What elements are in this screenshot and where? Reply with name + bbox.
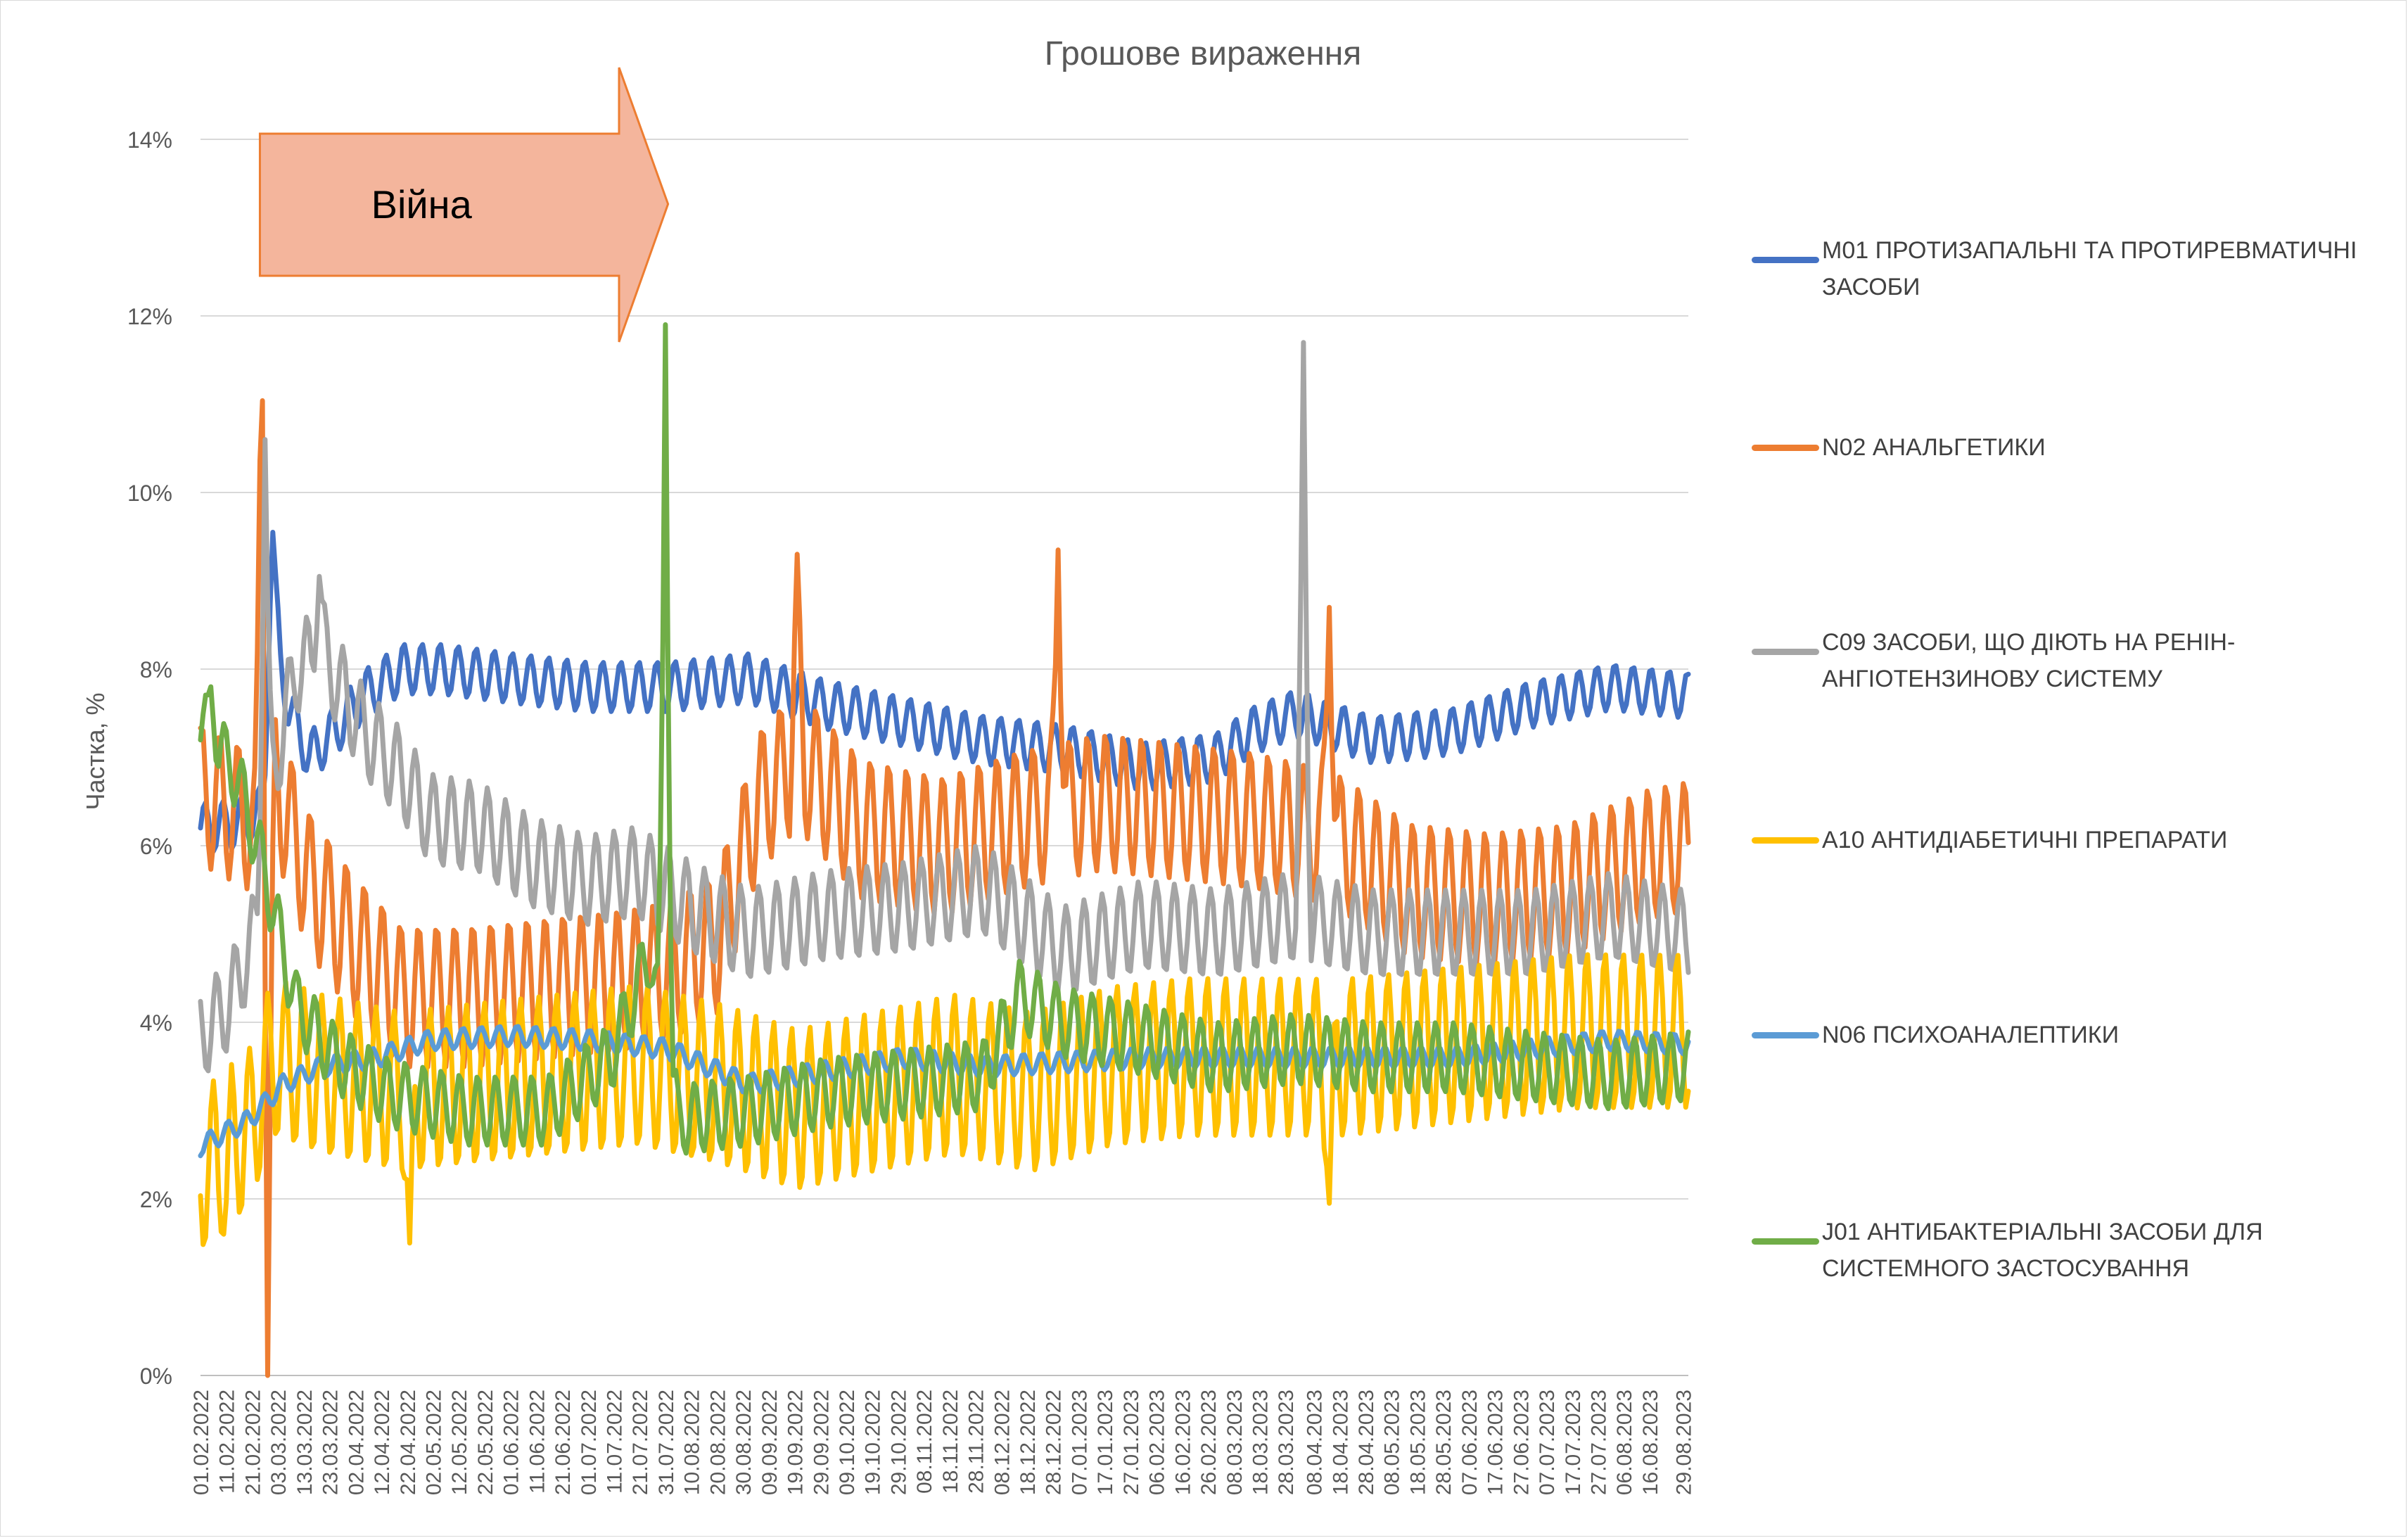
x-tick-label: 18.12.2022	[1017, 1390, 1040, 1495]
x-tick-label: 18.03.2023	[1249, 1390, 1272, 1495]
x-tick-label: 29.08.2023	[1673, 1390, 1696, 1495]
x-tick-label: 17.07.2023	[1562, 1390, 1585, 1495]
x-tick-label: 12.05.2022	[448, 1390, 471, 1495]
chart-title: Грошове вираження	[1045, 35, 1361, 72]
war-label: Війна	[371, 182, 473, 227]
x-tick-label: 16.08.2023	[1639, 1390, 1662, 1495]
y-axis-ticks: 0% 2% 4% 6% 8% 10% 12% 14%	[127, 127, 172, 1389]
x-tick-label: 21.02.2022	[241, 1390, 265, 1495]
legend-swatch-c09	[1752, 649, 1819, 655]
x-tick-label: 26.02.2023	[1197, 1390, 1221, 1495]
x-tick-label: 29.10.2022	[887, 1390, 910, 1495]
y-tick-label: 10%	[127, 481, 172, 506]
x-tick-label: 07.01.2023	[1068, 1390, 1091, 1495]
legend-swatch-a10	[1752, 837, 1819, 844]
x-tick-label: 28.12.2022	[1043, 1390, 1066, 1495]
x-tick-label: 27.06.2023	[1510, 1390, 1533, 1495]
x-tick-label: 21.06.2022	[552, 1390, 575, 1495]
x-tick-label: 07.06.2023	[1458, 1390, 1482, 1495]
y-tick-label: 8%	[140, 657, 172, 682]
x-tick-label: 30.08.2022	[732, 1390, 756, 1495]
x-tick-label: 28.05.2023	[1432, 1390, 1455, 1495]
x-tick-label: 28.11.2022	[965, 1390, 988, 1494]
x-tick-label: 23.03.2022	[319, 1390, 343, 1495]
x-tick-label: 08.11.2022	[913, 1390, 936, 1494]
legend-label-j01: J01 АНТИБАКТЕРІАЛЬНІ ЗАСОБИ ДЛЯ СИСТЕМНО…	[1822, 1219, 2263, 1282]
x-tick-label: 02.05.2022	[422, 1390, 445, 1495]
x-tick-label: 09.09.2022	[758, 1390, 782, 1495]
x-tick-label: 11.07.2022	[604, 1390, 627, 1494]
x-tick-label: 08.05.2023	[1381, 1390, 1404, 1495]
x-tick-label: 28.03.2023	[1275, 1390, 1298, 1495]
x-tick-label: 21.07.2022	[629, 1390, 652, 1495]
x-tick-label: 10.08.2022	[681, 1390, 704, 1495]
war-annotation: Війна	[258, 67, 670, 343]
x-tick-label: 18.05.2023	[1406, 1390, 1429, 1495]
x-tick-label: 27.01.2023	[1120, 1390, 1143, 1495]
series-line	[198, 952, 1691, 1247]
x-tick-label: 22.05.2022	[474, 1390, 497, 1495]
x-tick-label: 06.02.2023	[1146, 1390, 1169, 1495]
x-tick-label: 01.06.2022	[500, 1390, 523, 1495]
war-arrow	[258, 67, 670, 343]
y-tick-label: 0%	[140, 1364, 172, 1389]
x-tick-label: 18.11.2022	[939, 1390, 962, 1494]
x-tick-label: 03.03.2022	[267, 1390, 291, 1495]
legend-swatch-n02	[1752, 445, 1819, 451]
legend-label-n02: N02 АНАЛЬГЕТИКИ	[1822, 434, 2046, 461]
series-line	[198, 530, 1691, 854]
legend-label-c09: C09 ЗАСОБИ, ЩО ДІЮТЬ НА РЕНІН-АНГІОТЕНЗИ…	[1822, 629, 2236, 692]
x-tick-label: 16.02.2023	[1171, 1390, 1195, 1495]
legend-swatch-j01	[1752, 1238, 1819, 1245]
series-line	[198, 322, 1691, 1156]
x-tick-label: 02.04.2022	[345, 1390, 368, 1495]
series-line	[198, 340, 1691, 1074]
legend-label-a10: A10 АНТИДІАБЕТИЧНІ ПРЕПАРАТИ	[1822, 827, 2228, 853]
x-tick-label: 19.10.2022	[862, 1390, 885, 1495]
x-tick-label: 08.12.2022	[990, 1390, 1014, 1495]
gridlines	[200, 139, 1688, 1376]
x-tick-label: 18.04.2023	[1329, 1390, 1352, 1495]
x-tick-label: 31.07.2022	[655, 1390, 678, 1495]
y-axis-label: Частка, %	[81, 692, 110, 810]
legend-label-n06: N06 ПСИХОАНАЛЕПТИКИ	[1822, 1022, 2120, 1048]
x-tick-label: 11.02.2022	[216, 1390, 239, 1494]
y-tick-label: 4%	[140, 1010, 172, 1036]
x-tick-label: 17.01.2023	[1094, 1390, 1117, 1495]
y-tick-label: 14%	[127, 127, 172, 153]
x-tick-label: 17.06.2023	[1484, 1390, 1508, 1495]
legend-swatch-n06	[1752, 1032, 1819, 1038]
x-tick-label: 01.02.2022	[190, 1390, 213, 1495]
x-tick-label: 19.09.2022	[784, 1390, 808, 1495]
legend-label-m01: M01 ПРОТИЗАПАЛЬНІ ТА ПРОТИРЕВМАТИЧНІ ЗАС…	[1822, 237, 2357, 300]
x-tick-label: 20.08.2022	[706, 1390, 730, 1495]
y-tick-label: 12%	[127, 304, 172, 329]
x-axis-ticks: 01.02.2022 11.02.2022 21.02.2022 03.03.2022…	[190, 1390, 1696, 1495]
series-lines	[198, 322, 1691, 1378]
x-tick-label: 22.04.2022	[397, 1390, 420, 1495]
y-tick-label: 6%	[140, 834, 172, 859]
x-tick-label: 29.09.2022	[810, 1390, 833, 1495]
x-tick-label: 28.04.2023	[1355, 1390, 1378, 1495]
legend-swatch-m01	[1752, 257, 1819, 263]
x-tick-label: 11.06.2022	[525, 1390, 549, 1494]
y-tick-label: 2%	[140, 1187, 172, 1212]
x-tick-label: 08.04.2023	[1304, 1390, 1327, 1495]
x-tick-label: 07.07.2023	[1536, 1390, 1559, 1495]
x-tick-label: 12.04.2022	[371, 1390, 394, 1495]
x-tick-label: 08.03.2023	[1223, 1390, 1247, 1495]
x-tick-label: 27.07.2023	[1587, 1390, 1610, 1495]
x-tick-label: 09.10.2022	[836, 1390, 859, 1495]
x-tick-label: 13.03.2022	[293, 1390, 317, 1495]
x-tick-label: 01.07.2022	[578, 1390, 601, 1495]
x-tick-label: 06.08.2023	[1613, 1390, 1636, 1495]
